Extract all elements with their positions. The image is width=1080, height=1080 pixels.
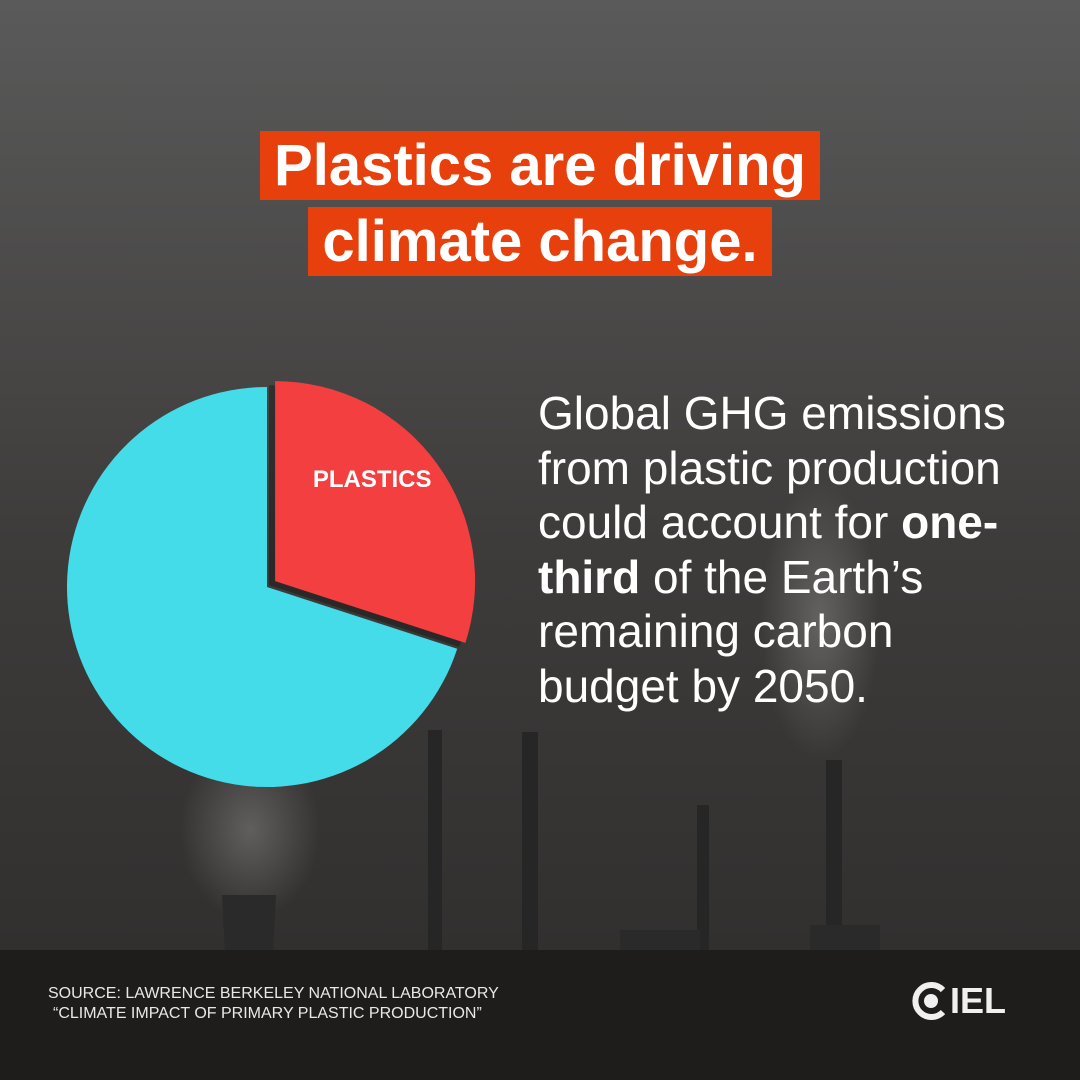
logo: IEL: [912, 980, 1006, 1022]
source: SOURCE: LAWRENCE BERKELEY NATIONAL LABOR…: [48, 984, 499, 1024]
title-line: Plastics are driving: [260, 131, 820, 200]
body-text: Global GHG emissions from plastic produc…: [538, 386, 1038, 713]
slice-label: PLASTICS: [313, 466, 432, 493]
source-line: “CLIMATE IMPACT OF PRIMARY PLASTIC PRODU…: [53, 1005, 482, 1022]
body-text-part: Global GHG emissions from plastic produc…: [538, 387, 1006, 548]
title-line: climate change.: [308, 207, 772, 276]
body-text-part: of the Earth’s remaining carbon budget b…: [538, 550, 924, 712]
logo-text: IEL: [950, 980, 1007, 1021]
pie-slice: [275, 381, 476, 643]
title: Plastics are driving climate change.: [0, 128, 1080, 280]
pie-slice: [67, 387, 458, 787]
source-line: SOURCE: LAWRENCE BERKELEY NATIONAL LABOR…: [48, 985, 499, 1002]
logo-icon: [912, 982, 946, 1020]
body-emphasis: one-third: [538, 496, 999, 603]
